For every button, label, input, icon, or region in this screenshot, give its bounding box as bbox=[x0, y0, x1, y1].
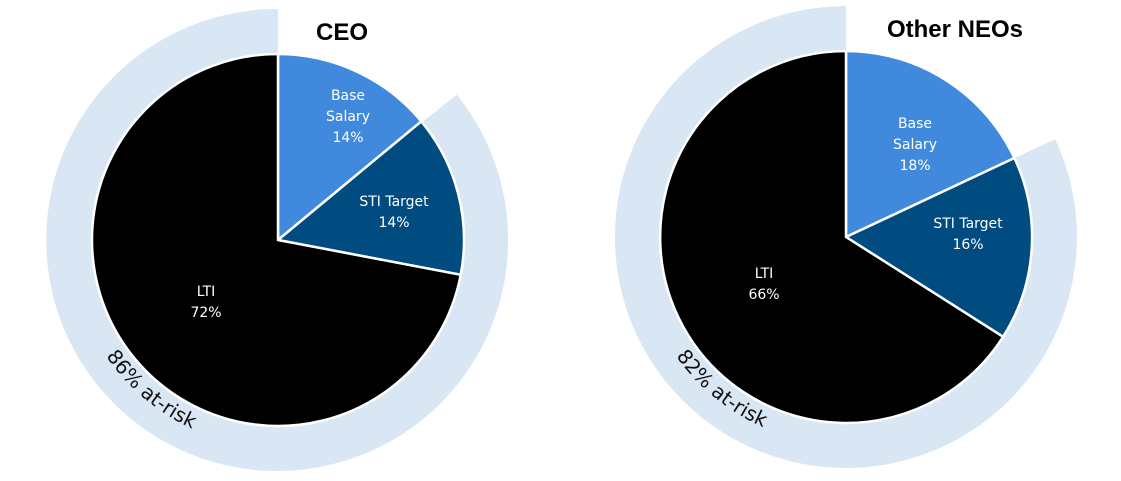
neo-title: Other NEOs bbox=[887, 16, 1023, 43]
ceo-base-label-2: Salary bbox=[326, 109, 370, 125]
neo-lti-label: LTI bbox=[755, 266, 774, 282]
neo-pie-chart: Other NEOs Base Salary 18% STI Target 16… bbox=[614, 0, 1077, 468]
ceo-lti-label: LTI bbox=[197, 284, 216, 300]
neo-sti-label: STI Target bbox=[933, 216, 1003, 232]
ceo-base-label: Base bbox=[331, 88, 365, 104]
ceo-base-pct: 14% bbox=[332, 130, 363, 146]
ceo-pie-chart: CEO Base Salary 14% STI Target 14% LTI 7… bbox=[46, 0, 509, 471]
ceo-title: CEO bbox=[316, 19, 368, 46]
ceo-slice-base-salary bbox=[276, 52, 424, 243]
ceo-lti-pct: 72% bbox=[190, 305, 221, 321]
neo-slice-lti bbox=[658, 49, 1005, 425]
neo-lti-pct: 66% bbox=[748, 287, 779, 303]
ceo-sti-label: STI Target bbox=[359, 194, 429, 210]
neo-base-pct: 18% bbox=[899, 158, 930, 174]
neo-base-label-2: Salary bbox=[893, 137, 937, 153]
ceo-slice-lti bbox=[90, 52, 463, 428]
neo-slice-sti-target bbox=[843, 156, 1034, 339]
neo-sti-pct: 16% bbox=[952, 237, 983, 253]
neo-base-label: Base bbox=[898, 116, 932, 132]
neo-slice-base-salary bbox=[844, 49, 1017, 239]
ceo-sti-pct: 14% bbox=[378, 215, 409, 231]
ceo-slice-sti-target bbox=[275, 119, 466, 277]
